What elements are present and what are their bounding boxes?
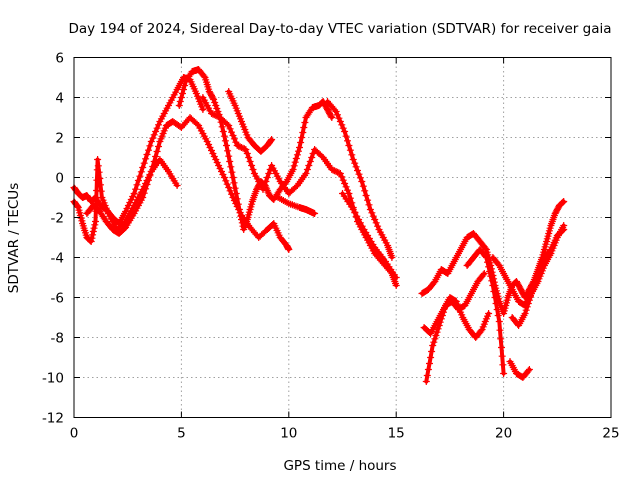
y-tick-label: -4 bbox=[51, 251, 64, 267]
series-sat-f bbox=[274, 194, 319, 217]
x-tick-label: 10 bbox=[280, 426, 297, 442]
series-sat-g bbox=[225, 88, 276, 155]
chart-title: Day 194 of 2024, Sidereal Day-to-day VTE… bbox=[68, 21, 611, 37]
x-tick-label: 20 bbox=[495, 426, 512, 442]
plus-markers bbox=[506, 358, 533, 381]
series-sat-h bbox=[324, 98, 396, 261]
plus-markers bbox=[463, 246, 508, 377]
plus-markers bbox=[324, 98, 396, 261]
series-sat-c bbox=[83, 114, 293, 253]
series-sat-n bbox=[506, 358, 533, 381]
series-sat-m bbox=[463, 246, 508, 377]
y-tick-label: -2 bbox=[51, 211, 64, 227]
x-tick-label: 15 bbox=[388, 426, 405, 442]
y-tick-label: 2 bbox=[55, 131, 64, 147]
y-tick-label: -10 bbox=[42, 371, 64, 387]
plus-markers bbox=[339, 190, 400, 281]
plus-markers bbox=[422, 270, 488, 385]
series-sat-i bbox=[339, 190, 400, 281]
y-tick-label: -8 bbox=[51, 331, 64, 347]
y-tick-label: 0 bbox=[55, 171, 64, 187]
y-tick-label: -12 bbox=[42, 411, 64, 427]
plus-markers bbox=[175, 66, 336, 233]
series-sat-e bbox=[199, 94, 400, 289]
plus-markers bbox=[489, 222, 568, 309]
x-tick-label: 25 bbox=[602, 426, 619, 442]
plus-markers bbox=[83, 114, 293, 253]
y-tick-label: -6 bbox=[51, 291, 64, 307]
plus-markers bbox=[274, 194, 319, 217]
x-axis-label: GPS time / hours bbox=[283, 458, 396, 474]
series-sat-p bbox=[489, 222, 568, 309]
plot-frame bbox=[73, 57, 612, 418]
y-tick-label: 6 bbox=[55, 51, 64, 67]
x-tick-label: 0 bbox=[70, 426, 79, 442]
series-sat-d bbox=[175, 66, 336, 233]
plus-markers bbox=[420, 294, 493, 341]
y-axis-label: SDTVAR / TECUs bbox=[6, 183, 22, 293]
y-tick-label: 4 bbox=[55, 91, 64, 107]
plus-markers bbox=[225, 88, 276, 155]
tick-layer: 0 5 10 15 20 25 -12 -10 -8 -6 -4 -2 0 2 4 6 bbox=[42, 51, 620, 442]
series-sat-l bbox=[422, 270, 488, 385]
series-layer bbox=[70, 66, 568, 385]
grid-layer bbox=[74, 57, 611, 418]
series-sat-k bbox=[420, 294, 493, 341]
x-tick-label: 5 bbox=[177, 426, 186, 442]
